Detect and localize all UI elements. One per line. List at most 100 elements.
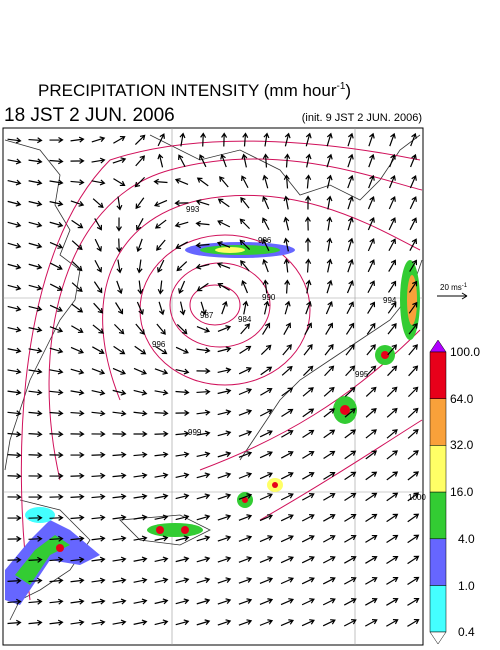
wind-arrow [195, 199, 210, 206]
wind-arrow [49, 304, 63, 312]
wind-arrow [49, 472, 64, 479]
wind-arrow [326, 195, 333, 210]
wind-arrow [407, 386, 419, 398]
wind-arrow [91, 535, 106, 542]
wind-arrow [408, 344, 418, 356]
wind-arrow [217, 198, 230, 208]
wind-arrow [134, 134, 146, 145]
wind-arrow [217, 535, 232, 542]
wind-arrow [175, 472, 190, 479]
wind-arrow [70, 598, 85, 605]
wind-arrow [49, 389, 64, 396]
wind-arrow [238, 598, 253, 605]
wind-arrow [216, 262, 231, 269]
precipitation [5, 242, 420, 605]
wind-arrow [407, 618, 420, 627]
wind-arrow [175, 409, 190, 416]
wind-arrow [49, 619, 64, 626]
wind-arrow [154, 389, 169, 396]
wind-arrow [28, 221, 43, 228]
wind-arrow [28, 137, 43, 144]
wind-arrow [7, 389, 22, 396]
wind-arrow [221, 300, 228, 315]
legend-label: 4.0 [458, 532, 475, 546]
wind-arrow [389, 132, 396, 147]
wind-arrow [200, 301, 207, 316]
wind-arrow [196, 514, 211, 521]
wind-arrow [322, 619, 336, 627]
wind-arrow [408, 280, 418, 293]
wind-arrow [409, 174, 417, 189]
wind-arrow [303, 343, 313, 356]
legend-label: 16.0 [450, 485, 474, 499]
wind-arrow [284, 300, 291, 315]
wind-arrow [28, 263, 43, 270]
wind-arrow [407, 576, 420, 585]
wind-arrow [259, 409, 273, 417]
wind-arrow [238, 556, 253, 563]
wind-arrow [301, 556, 315, 564]
wind-arrow [154, 430, 169, 437]
wind-arrow [241, 153, 248, 168]
wind-arrow [71, 282, 83, 293]
wind-arrow [154, 451, 169, 458]
wind-arrow [28, 158, 43, 165]
wind-arrow [113, 345, 126, 355]
wind-arrow [386, 492, 399, 502]
wind-arrow [365, 513, 378, 523]
wind-arrow [347, 216, 354, 231]
wind-arrow [283, 174, 290, 189]
wind-arrow [136, 259, 143, 274]
wind-arrow [302, 471, 315, 480]
wind-arrow [238, 493, 253, 500]
wind-arrow [280, 577, 294, 585]
wind-arrow [71, 261, 83, 272]
wind-arrow [322, 577, 336, 585]
wind-arrow [154, 598, 169, 605]
wind-arrow [133, 619, 148, 626]
wind-arrow [326, 153, 333, 168]
wind-arrow [386, 407, 398, 418]
wind-arrow [280, 472, 294, 480]
wind-arrow [153, 178, 168, 185]
wind-arrow [367, 280, 375, 294]
wind-arrow [367, 195, 375, 210]
wind-arrow [368, 153, 375, 168]
wind-arrow [49, 241, 64, 249]
wind-arrow [112, 389, 127, 396]
wind-arrow [386, 429, 398, 439]
wind-arrow [112, 493, 127, 500]
colorbar [429, 339, 447, 645]
wind-arrow [386, 597, 399, 606]
wind-arrow [49, 493, 64, 500]
wind-arrow [196, 598, 211, 605]
wind-arrow [389, 153, 396, 168]
wind-arrow [196, 388, 211, 395]
wind-arrow [386, 534, 399, 544]
wind-arrow [154, 535, 169, 542]
wind-arrow [281, 387, 294, 397]
wind-arrow [410, 132, 417, 147]
wind-arrow [112, 619, 127, 626]
wind-arrow [387, 322, 397, 335]
wind-arrow [283, 322, 292, 335]
wind-arrow [323, 408, 336, 418]
wind-arrow [302, 387, 314, 397]
isobar-label: 995 [355, 370, 369, 379]
wind-arrow [344, 386, 356, 397]
wind-arrow [365, 597, 378, 606]
wind-arrow [175, 556, 190, 563]
wind-arrow [175, 368, 190, 375]
wind-arrow [259, 451, 273, 459]
wind-arrow [283, 195, 290, 210]
wind-arrow [367, 301, 376, 314]
wind-arrow [242, 132, 249, 147]
wind-arrow [154, 514, 169, 521]
wind-arrow [326, 279, 333, 294]
wind-arrow [407, 492, 420, 502]
isobar-label: 994 [383, 296, 397, 305]
wind-arrow [217, 346, 232, 353]
wind-arrow [305, 195, 312, 210]
wind-arrow [49, 347, 64, 354]
wind-arrow [178, 280, 186, 295]
